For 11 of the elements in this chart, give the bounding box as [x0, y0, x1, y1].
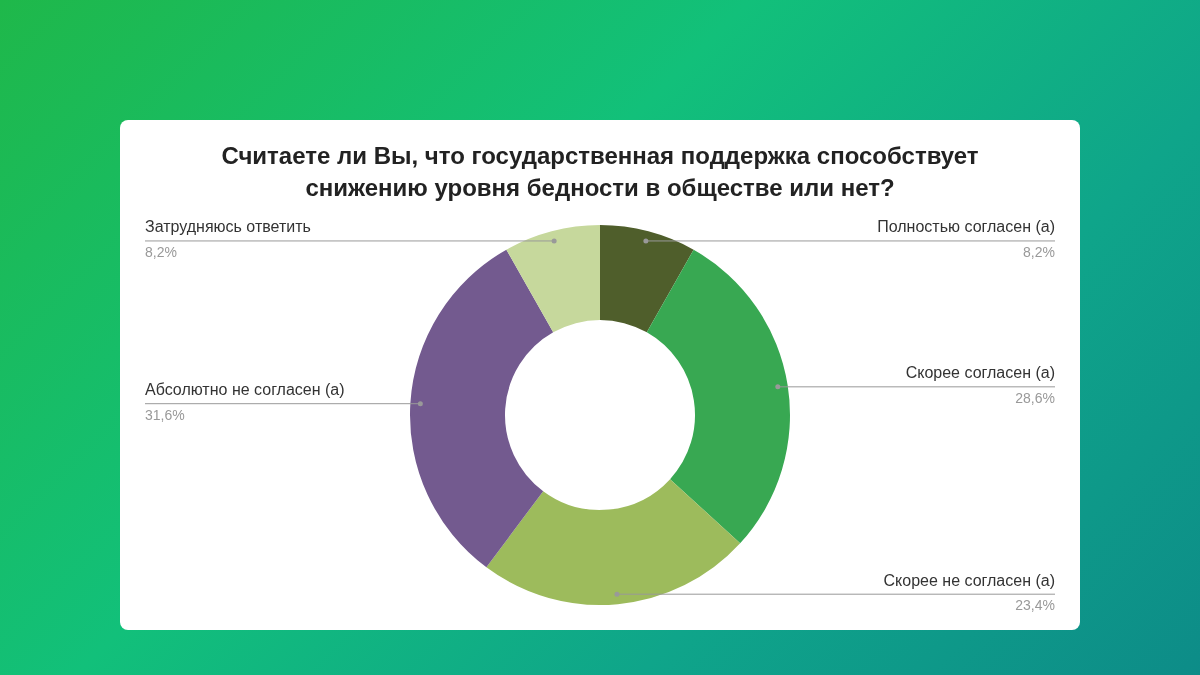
- slice-label: Абсолютно не согласен (а): [145, 381, 345, 399]
- data-label: 23,4%: [1015, 597, 1055, 614]
- data-label: 8,2%: [1023, 243, 1055, 260]
- chart-title: Считаете ли Вы, что государственная поддержка способствует снижению уровня бедности в обществе или нет?: [220, 141, 980, 203]
- data-label: 31,6%: [145, 406, 185, 423]
- data-label: 8,2%: [145, 243, 177, 260]
- slice-label: Скорее не согласен (а): [883, 571, 1055, 589]
- slice-label: Полностью согласен (а): [877, 218, 1055, 236]
- data-label: 28,6%: [1015, 389, 1055, 406]
- slice-label: Затрудняюсь ответить: [145, 218, 311, 236]
- slice-label: Скорее согласен (а): [905, 364, 1055, 382]
